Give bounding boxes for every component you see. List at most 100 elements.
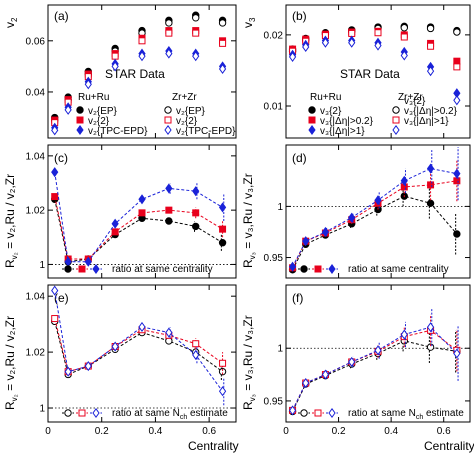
panel-e-xtick-label-1: 0.2 [95,426,109,437]
panel-a-legend-marker-open-0 [164,106,172,114]
panel-a-legend-marker-open-2 [164,124,172,136]
panel-c-frame [47,144,237,279]
panel-c-series-2-point-0 [51,167,59,178]
panel-d-ylabel-main: R [241,259,255,268]
panel-c-series-1-point-3 [111,228,119,236]
panel-e-xtick-label-2: 0.4 [148,426,162,437]
panel-b-legend-marker-filled-2 [308,124,316,136]
panel-b-series-5-point-5 [400,50,408,61]
panel-f-ylabel: Rv₃ = v₃,Ru / v₃,Zr [241,315,257,410]
panel-d-series-2-point-5 [400,175,408,186]
panel-f-series-2-point-5 [400,329,408,340]
panel-b-legend-marker-open-2 [392,124,400,136]
panel-a-series-3-point-7 [219,39,227,47]
panel-f-xtick-label-0: 0 [283,426,289,437]
panel-d: (d) ratio at same centrality [285,144,471,279]
panel-d-series-2-point-4 [374,195,382,206]
panel-b-series-3-point-5 [400,33,408,41]
panel-b-legend-marker-filled-0 [308,106,316,114]
panel-f-series-2-point-3 [348,356,356,367]
panel-c-ytick-label-0: 1 [39,260,45,271]
panel-c-series-2-point-2 [84,256,92,267]
panel-d-ytick-label-1: 1 [277,202,283,213]
panel-b-frame [285,4,471,139]
panel-c-series-1-point-5 [165,206,173,214]
panel-a-series-1-point-7 [218,19,227,27]
panel-c-legend-marker-0 [64,265,72,273]
panel-e-series-2-point-0 [51,285,59,296]
panel-a-legend-marker-filled-0 [76,106,84,114]
panel-b-legend-marker-open-1 [392,116,400,124]
panel-f-ylabel-rest: = v₃,Ru / v₃,Zr [241,315,255,394]
panel-e-ylabel-sub: v₂ [10,394,19,401]
panel-b-series-3-point-6 [427,42,435,50]
panel-a-series-3-point-3 [111,52,119,60]
panel-e-series-0-line [54,321,223,376]
panel-a-ylabel-sub: 2 [10,17,19,22]
panel-f-series-2-point-7 [453,348,461,359]
panel-a: (a) STAR Data Ru+Ru Zr+Zr v₂{EP} v₂{2} v… [47,4,237,139]
panel-a-ytick-label-0: 0.04 [26,87,46,98]
panel-e-series-2-point-2 [84,361,92,372]
panel-a-series-5-point-3 [111,61,119,72]
panel-b-legend-title-zr: Zr+Zr [398,92,423,103]
panel-e-xtick-label-0: 0 [45,426,51,437]
panel-d-series-1-line [292,180,457,268]
panel-b-legend-marker-open-0 [392,106,400,114]
panel-c-series-1-point-4 [138,209,146,217]
panel-a-series-1-point-6 [192,14,200,22]
panel-c-ylabel-rest: = v₂,Ru / v₂,Zr [3,174,17,252]
panel-f-xlabel: Centrality [424,439,474,453]
panel-d-series-2-point-1 [302,236,310,247]
panel-f-ytick-label-0: 0.95 [264,396,284,407]
panel-b-series-5-point-0 [288,51,297,62]
panel-e-series-2-point-5 [165,327,173,338]
panel-f-legend-marker-2 [328,407,336,419]
panel-e-legend-text: ratio at same N [112,408,180,419]
panel-f-legend-marker-0 [300,409,308,417]
panel-f-letter: (f) [292,291,303,305]
panel-f-series-2-point-4 [374,345,382,356]
panel-d-frame [285,144,471,279]
panel-d-ylabel: Rv₃ = v₃,Ru / v₃,Zr [241,173,257,268]
panel-b-series-5-point-7 [453,95,461,106]
panel-f-ytick-label-1: 1 [277,344,283,355]
panel-a-series-5-point-0 [51,125,59,136]
panel-f: (f) ratio at same Nch estimate Centralit… [285,284,474,453]
panel-b-legend-entry-3-ru: v₃{|Δη|>1} [320,126,365,137]
panel-a-series-5-point-2 [84,79,92,90]
panel-a-ytick-label-1: 0.06 [26,36,46,47]
panel-a-series-3-point-5 [165,29,173,37]
panel-d-legend-marker-2 [328,263,336,275]
panel-e-legend-rest: estimate [187,408,228,419]
panel-e-series-2-line [54,290,223,392]
panel-c-ytick-label-2: 1.04 [26,151,46,162]
panel-c-series-0-point-7 [218,239,227,247]
panel-c-series-2-line [54,172,223,263]
panel-e-ytick-label-2: 1.04 [26,292,46,303]
panel-a-series-5-point-5 [165,48,173,59]
panel-d-series-2-point-0 [288,261,297,272]
panel-e-series-1-line [54,318,223,373]
panel-b-series-1-point-5 [400,24,408,32]
panel-d-series-1-point-6 [427,181,435,189]
panel-b-ytick-label-0: 0.01 [264,101,284,112]
panel-b-ylabel-main: v [241,22,255,28]
panel-d-letter: (d) [292,151,307,165]
panel-b: (b) STAR Data Ru+Ru Zr+Zr v₃{2} v₃{|Δη|>… [285,4,471,139]
panel-b-series-3-point-7 [453,63,461,71]
panel-e-legend-marker-0 [64,409,72,417]
panel-e-frame [47,284,237,423]
panel-b-series-1-point-7 [453,28,461,36]
panel-f-series-2-point-0 [288,405,297,416]
panel-c-series-1-point-6 [192,209,200,217]
panel-d-series-2-point-2 [321,226,330,238]
panel-c-series-2-point-6 [192,186,200,197]
panel-c-series-1-point-7 [219,225,227,233]
panel-f-legend-rest: estimate [423,408,464,419]
panel-a-legend-entry-1: v₂{EP} [88,106,118,117]
panel-e-legend-sub: ch [180,414,188,421]
panel-a-series-3-point-4 [138,37,146,45]
